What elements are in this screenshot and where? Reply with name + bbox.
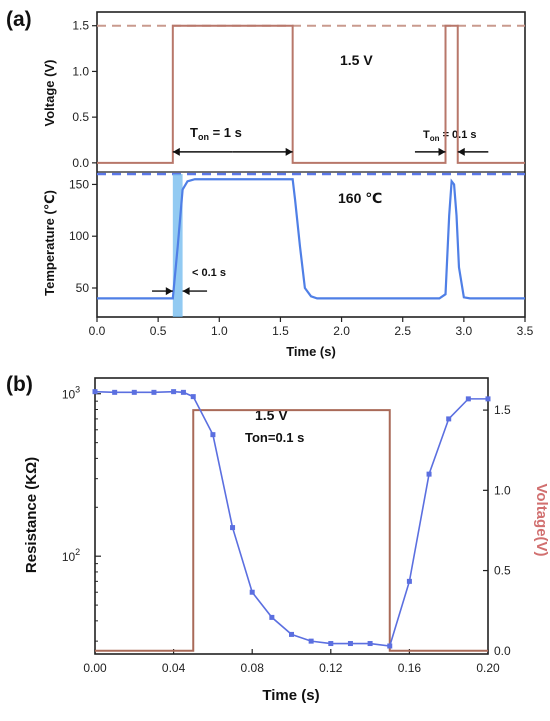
- b-x-tick-label: 0.20: [476, 661, 500, 675]
- resistance-data-point: [131, 389, 137, 395]
- ton-long-arrow-right-head: [285, 147, 293, 156]
- panel-b-x-axis-label: Time (s): [262, 687, 319, 704]
- temperature-tick-label: 150: [69, 177, 89, 191]
- panel-a-x-axis-label: Time (s): [286, 344, 336, 359]
- resistance-data-point: [171, 389, 177, 395]
- x-tick-label: 3.0: [456, 324, 473, 338]
- resistance-tick-label: 103: [62, 385, 80, 402]
- voltage-tick-label: 1.5: [72, 19, 89, 33]
- panel-a-label: (a): [6, 8, 32, 31]
- x-tick-label: 3.5: [517, 324, 534, 338]
- resistance-data-point: [289, 631, 294, 637]
- b-x-tick-label: 0.12: [319, 661, 343, 675]
- resistance-data-point: [328, 641, 334, 647]
- voltage-tick-label: 1.0: [72, 64, 89, 78]
- resistance-tick-label: 102: [62, 547, 80, 564]
- voltage-b-tick-label: 1.5: [494, 403, 511, 417]
- rise-time-arrow-left-head: [165, 287, 173, 296]
- resistance-data-point: [426, 471, 432, 477]
- b-x-tick-label: 0.08: [241, 661, 265, 675]
- panel-b-label: (b): [6, 373, 33, 396]
- voltage-b-series-line: [95, 409, 488, 652]
- voltage-b-tick-label: 0.0: [494, 644, 511, 658]
- temperature-tick-label: 100: [69, 229, 89, 243]
- x-tick-label: 2.5: [394, 324, 411, 338]
- resistance-data-point: [446, 416, 452, 422]
- panel-a-frame: [96, 11, 526, 318]
- x-tick-label: 0.0: [89, 324, 106, 338]
- voltage-axis-label: Voltage (V): [42, 60, 57, 127]
- voltage-b-tick-label: 0.5: [494, 564, 511, 578]
- resistance-data-point: [190, 394, 196, 400]
- temperature-axis-label: Temperature (℃): [42, 190, 57, 296]
- resistance-data-point: [249, 589, 255, 595]
- ton-long-annotation: Ton = 1 s: [190, 125, 242, 142]
- resistance-data-point: [367, 641, 373, 647]
- panel-b: (b) Resistance (KΩ) Voltage(V) Time (s) …: [6, 373, 550, 704]
- resistance-data-point: [269, 614, 275, 620]
- voltage-annotation: 1.5 V: [340, 52, 373, 68]
- voltage-b-axis-label: Voltage(V): [533, 483, 550, 556]
- panel-a: (a) Voltage (V) Temperature (℃) Time (s)…: [6, 8, 534, 359]
- voltage-tick-label: 0.5: [72, 110, 89, 124]
- ton-short-arrow-left-head: [438, 147, 446, 156]
- b-x-tick-label: 0.00: [83, 661, 107, 675]
- resistance-data-point: [180, 389, 186, 395]
- rise-time-arrow-right-head: [182, 287, 190, 296]
- b-x-tick-label: 0.16: [398, 661, 422, 675]
- ton-short-arrow-right-head: [457, 147, 465, 156]
- resistance-data-point: [387, 643, 393, 649]
- resistance-data-point: [210, 432, 216, 438]
- b-x-tick-label: 0.04: [162, 661, 186, 675]
- resistance-data-point: [92, 389, 98, 395]
- resistance-data-point: [112, 389, 118, 395]
- resistance-data-point: [406, 578, 412, 584]
- x-tick-label: 0.5: [150, 324, 167, 338]
- resistance-series-line: [94, 390, 488, 647]
- ton-short-annotation: Ton = 0.1 s: [423, 129, 477, 143]
- resistance-data-point: [347, 641, 353, 647]
- resistance-data-point: [485, 396, 491, 402]
- resistance-axis-label: Resistance (KΩ): [23, 457, 40, 573]
- x-tick-label: 1.0: [211, 324, 228, 338]
- voltage-b-tick-label: 1.0: [494, 483, 511, 497]
- resistance-data-point: [151, 389, 157, 395]
- temperature-annotation: 160 ℃: [338, 190, 382, 206]
- rise-time-annotation: < 0.1 s: [192, 267, 226, 279]
- resistance-data-point: [230, 525, 236, 531]
- x-tick-label: 2.0: [333, 324, 350, 338]
- voltage-tick-label: 0.0: [72, 156, 89, 170]
- voltage-series-line: [97, 24, 525, 164]
- panel-b-ton-annotation: Ton=0.1 s: [245, 430, 304, 445]
- temperature-series-line: [97, 178, 525, 300]
- ton-long-arrow-left-head: [172, 147, 180, 156]
- temperature-tick-label: 50: [76, 281, 90, 295]
- panel-b-frame: [94, 377, 489, 655]
- x-tick-label: 1.5: [272, 324, 289, 338]
- resistance-data-point: [465, 396, 471, 402]
- resistance-data-point: [308, 638, 314, 644]
